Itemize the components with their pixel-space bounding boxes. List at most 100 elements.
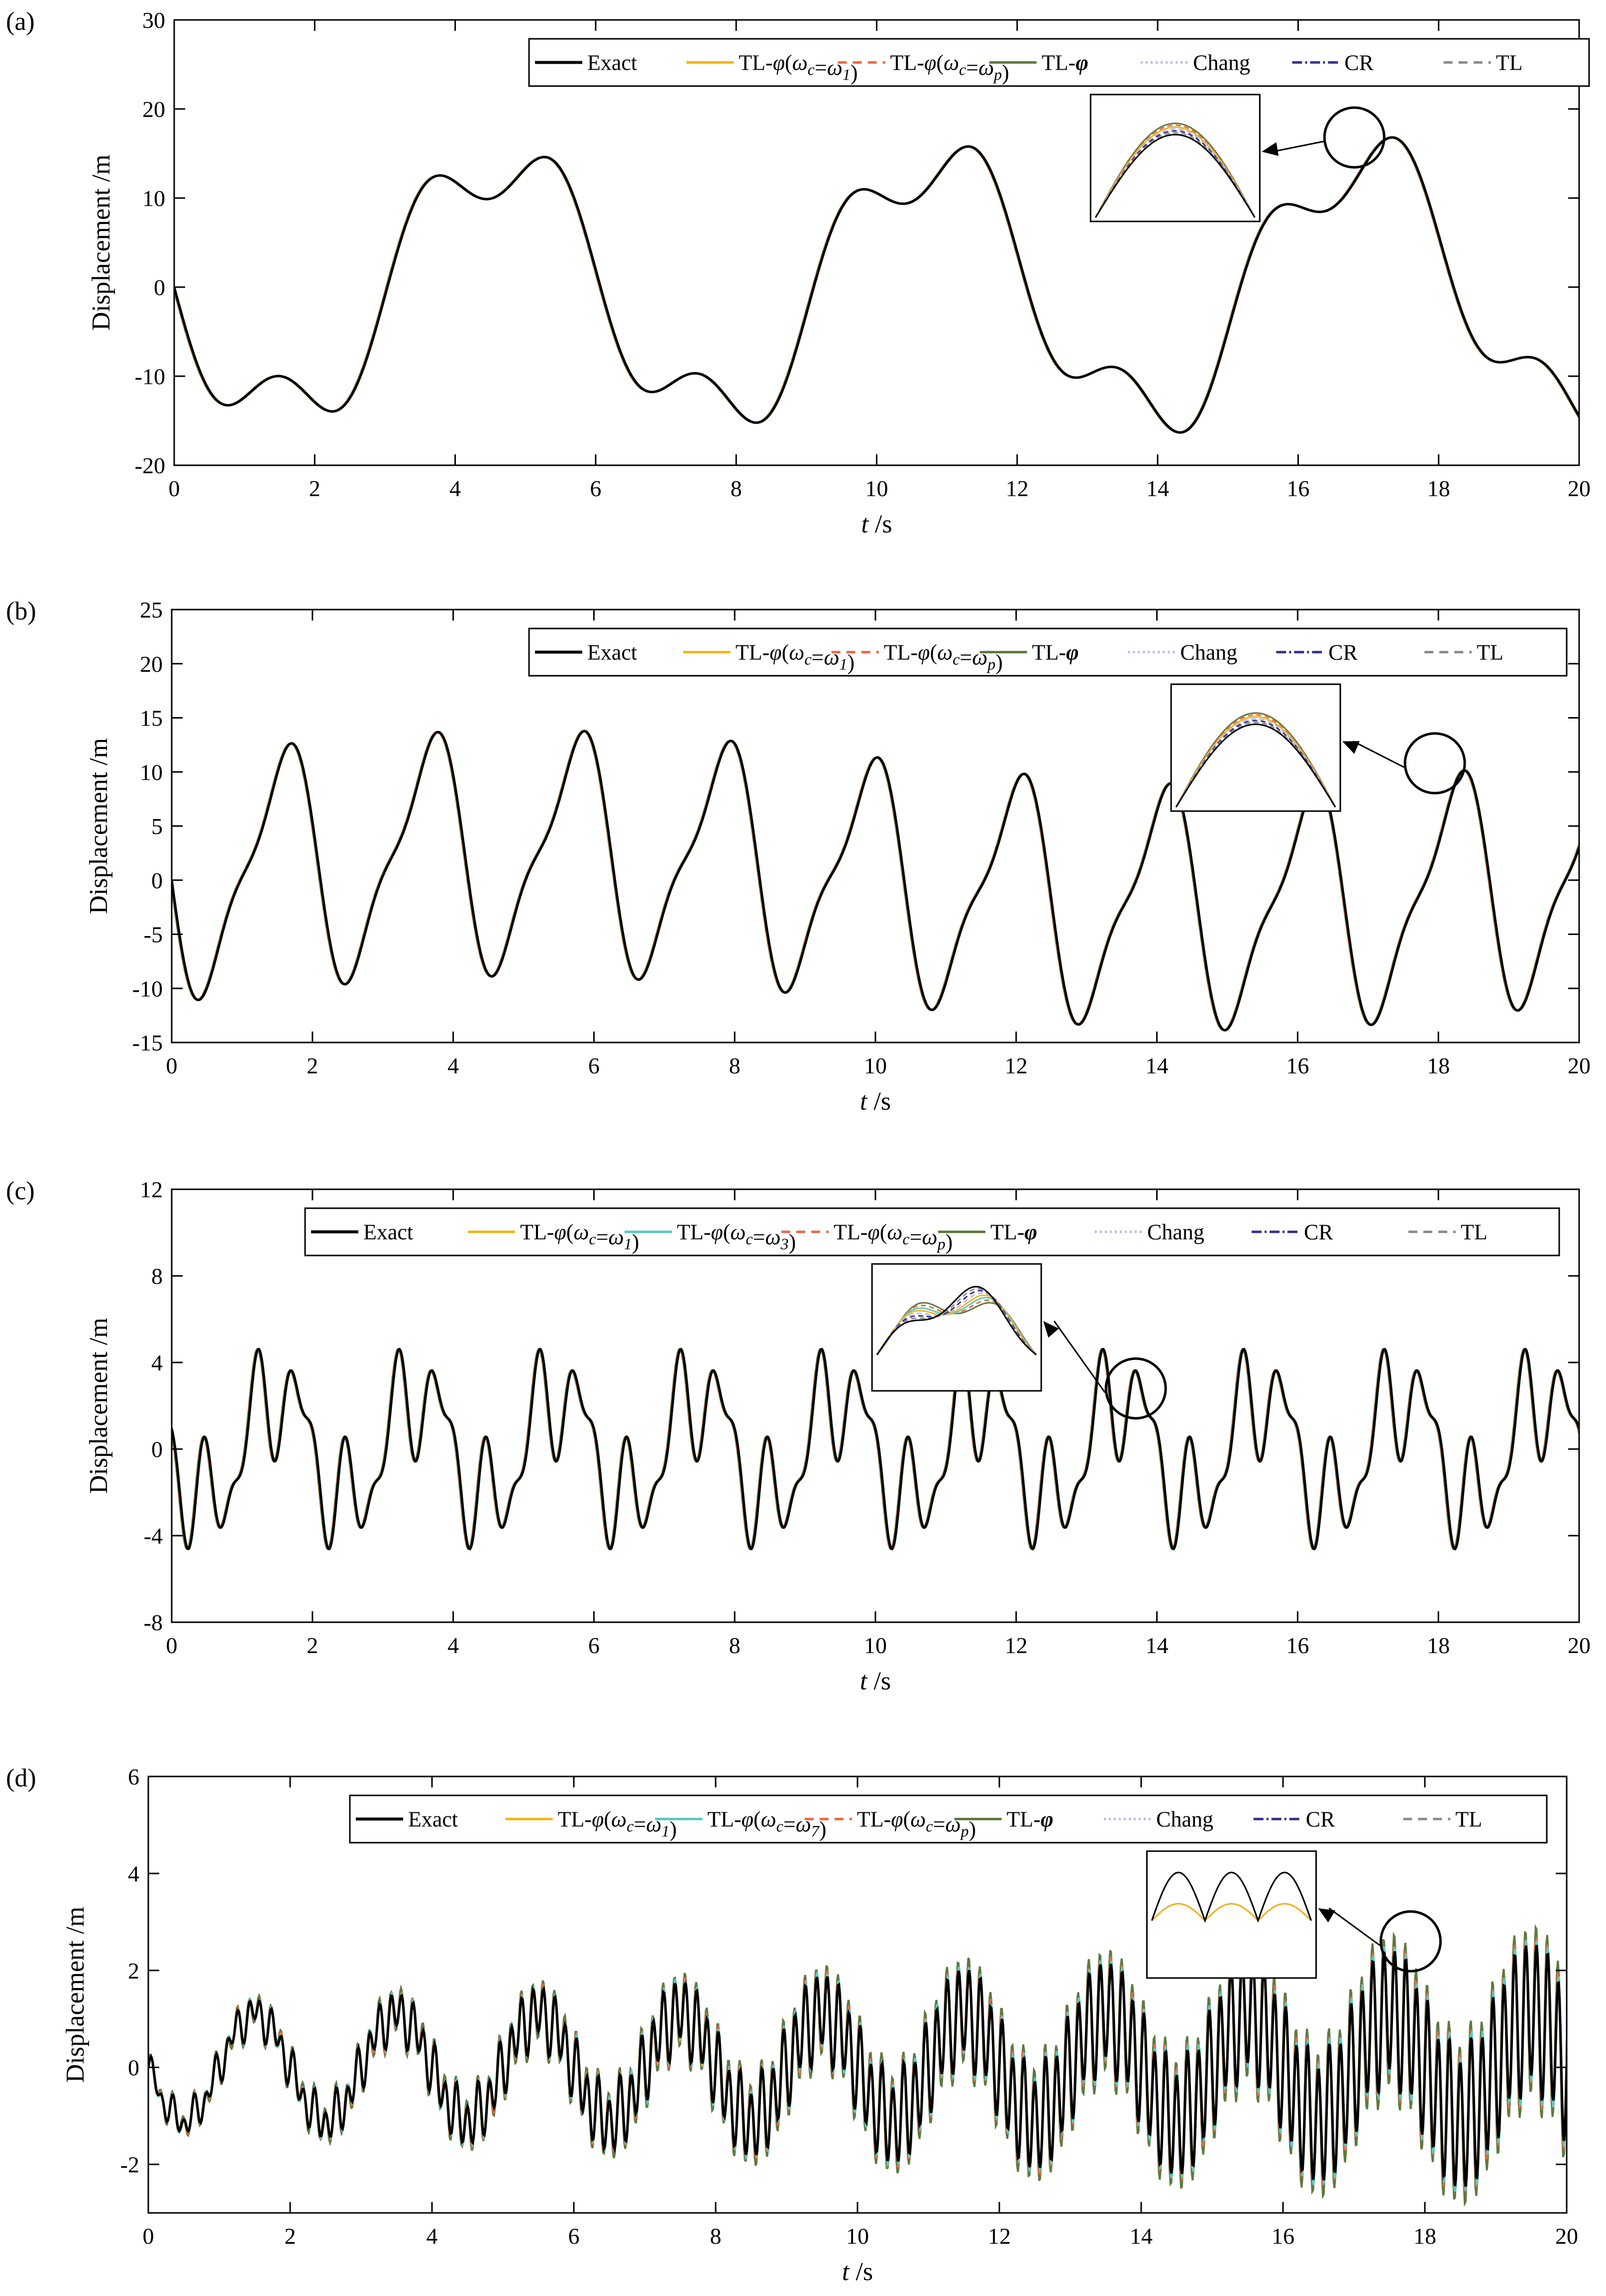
legend-label-CR: CR: [1328, 640, 1358, 665]
series-line-Exact: [174, 136, 1579, 434]
x-tick-label: 8: [729, 1053, 741, 1078]
x-tick-label: 18: [1413, 2223, 1436, 2249]
x-tick-label: 20: [1555, 2223, 1578, 2249]
x-tick-label: 8: [729, 1633, 741, 1658]
series-group: [174, 136, 1579, 434]
legend-label-TL-phi: TL-φ: [1007, 1807, 1054, 1832]
series-line-TL: [172, 730, 1579, 1032]
zoom-arrow-head: [1043, 1321, 1059, 1338]
legend: Exact TL-φ(ωc=ω1) TL-φ(ωc=ω3) TL-φ(ωc=ωp) TL…: [304, 1207, 1560, 1256]
zoom-inset-line-Exact: [876, 1286, 1037, 1356]
legend-label-Exact: Exact: [587, 51, 637, 75]
x-tick-label: 4: [427, 2223, 438, 2249]
zoom-inset-box: [1089, 94, 1261, 222]
series-line-Chang: [174, 136, 1579, 434]
legend-label-TL-phi-wc-w3: TL-φ(ωc=ω3): [677, 1220, 796, 1254]
y-tick-label: 15: [140, 706, 163, 731]
x-tick-label: 10: [864, 1053, 887, 1078]
zoom-inset: [1089, 94, 1261, 222]
x-tick-label: 2: [307, 1633, 318, 1658]
legend-label-Chang: Chang: [1180, 640, 1237, 665]
y-tick-label: -5: [144, 922, 163, 947]
zoom-inset-box: [1170, 683, 1341, 812]
series-line-Exact: [172, 1348, 1579, 1551]
x-tick-label: 20: [1568, 476, 1591, 501]
legend-label-TL-phi-wc-w7: TL-φ(ωc=ω7): [707, 1807, 826, 1842]
y-tick-label: 25: [140, 597, 163, 623]
chart-panel-2: (b) 0 2 4 6 8 10 12 14 16 18 20 -15 -10 -5 0 5 10 15 20 25 t …: [6, 597, 1591, 1116]
y-tick-label: -15: [132, 1030, 163, 1055]
legend-label-TL-phi: TL-φ: [1042, 51, 1088, 75]
y-tick-label: 12: [140, 1177, 163, 1202]
series-line-Exact: [172, 730, 1579, 1032]
x-tick-label: 18: [1427, 1053, 1450, 1078]
series-line-TL-phi: [172, 730, 1579, 1032]
x-tick-label: 6: [588, 1053, 600, 1078]
legend-box: [528, 38, 1590, 87]
x-tick-label: 14: [1146, 1633, 1169, 1658]
x-tick-label: 2: [309, 476, 321, 501]
zoom-inset: [1170, 683, 1341, 812]
zoom-inset-box: [1146, 1850, 1317, 1979]
zoom-inset-line-Exact: [1095, 133, 1256, 218]
legend-label-TL-phi-wc-w1: TL-φ(ωc=ω1): [558, 1807, 677, 1842]
x-tick-label: 20: [1568, 1633, 1591, 1658]
legend-label-Chang: Chang: [1156, 1807, 1213, 1832]
legend-label-TL-phi-wc-wp: TL-φ(ωc=ωp): [834, 1220, 953, 1254]
series-line-Exact: [148, 1945, 1567, 2187]
legend-label-TL: TL: [1496, 51, 1523, 75]
x-axis-label: t /s: [842, 2258, 873, 2286]
x-tick-label: 6: [590, 476, 601, 501]
y-tick-label: -20: [135, 453, 165, 478]
y-axis-label: Displacement /m: [87, 155, 115, 331]
x-tick-label: 18: [1427, 476, 1450, 501]
y-tick-label: 20: [140, 651, 163, 677]
legend-label-Chang: Chang: [1193, 51, 1250, 75]
y-tick-label: 0: [151, 868, 163, 893]
y-tick-label: -2: [120, 2152, 139, 2178]
y-tick-label: 10: [140, 759, 163, 785]
legend-label-Exact: Exact: [408, 1807, 458, 1832]
x-tick-label: 8: [710, 2223, 722, 2249]
legend-label-TL-phi-wc-w1: TL-φ(ωc=ω1): [520, 1220, 639, 1254]
y-tick-label: 0: [151, 1437, 163, 1462]
zoom-circle: [1323, 106, 1386, 169]
y-tick-label: 0: [154, 275, 165, 300]
x-tick-label: 16: [1286, 1633, 1309, 1658]
series-group: [172, 730, 1579, 1032]
series-line-CR: [174, 136, 1579, 434]
x-tick-label: 14: [1130, 2223, 1153, 2249]
x-tick-label: 4: [449, 476, 461, 501]
x-tick-label: 0: [166, 1633, 178, 1658]
legend-label-TL-phi-wc-wp: TL-φ(ωc=ωp): [890, 51, 1009, 85]
x-tick-label: 0: [166, 1053, 178, 1078]
zoom-arrow-line: [1273, 140, 1324, 153]
zoom-inset: [1146, 1850, 1317, 1979]
x-tick-label: 12: [988, 2223, 1011, 2249]
panel-label: (b): [6, 597, 36, 626]
x-tick-label: 14: [1146, 1053, 1169, 1078]
x-axis-label: t /s: [861, 510, 892, 538]
x-tick-label: 14: [1146, 476, 1169, 501]
panel-label: (a): [6, 7, 35, 36]
y-tick-label: -10: [135, 364, 165, 389]
y-tick-label: 4: [128, 1861, 139, 1886]
y-axis-label: Displacement /m: [85, 738, 113, 914]
x-tick-label: 16: [1286, 1053, 1309, 1078]
legend: Exact TL-φ(ωc=ω1) TL-φ(ωc=ω7) TL-φ(ωc=ωp) TL…: [349, 1794, 1548, 1844]
legend-label-TL-phi-wc-wp: TL-φ(ωc=ωp): [884, 640, 1003, 675]
zoom-inset-line-Exact: [1151, 1872, 1312, 1923]
series-line-TL-phi-wc-wp: [172, 730, 1579, 1032]
legend: Exact TL-φ(ωc=ω1) TL-φ(ωc=ωp) TL-φ Chang CR TL: [528, 627, 1568, 677]
x-tick-label: 12: [1005, 1633, 1028, 1658]
zoom-circle: [1380, 1910, 1442, 1973]
y-tick-label: 8: [151, 1263, 163, 1289]
chart-panel-4: (d) 0 2 4 6 8 10 12 14 16 18 20 -2 0 2 4 6 t /s Displaceme…: [6, 1764, 1578, 2286]
chart-panel-3: (c) 0 2 4 6 8 10 12 14 16 18 20 -8 -4 0 4 8 12 t /s Displac…: [6, 1177, 1591, 1695]
y-tick-label: 2: [128, 1958, 139, 1983]
series-line-TL-phi-wc-wp: [174, 136, 1579, 434]
zoom-arrow-line: [1053, 1320, 1106, 1393]
y-tick-label: 4: [151, 1350, 163, 1375]
x-tick-label: 12: [1006, 476, 1029, 501]
